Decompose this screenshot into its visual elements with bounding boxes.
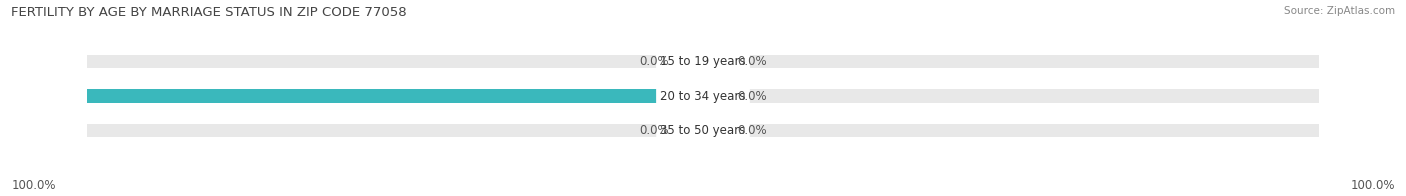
Text: 100.0%: 100.0% (11, 179, 56, 192)
Bar (87, 124, 1319, 137)
Text: FERTILITY BY AGE BY MARRIAGE STATUS IN ZIP CODE 77058: FERTILITY BY AGE BY MARRIAGE STATUS IN Z… (11, 6, 406, 19)
Text: 100.0%: 100.0% (37, 90, 82, 103)
Text: 0.0%: 0.0% (737, 55, 766, 68)
Bar (87, 90, 703, 103)
Text: 0.0%: 0.0% (640, 124, 669, 137)
Text: 0.0%: 0.0% (640, 55, 669, 68)
Bar (703, 124, 731, 137)
Text: 100.0%: 100.0% (1350, 179, 1395, 192)
Text: 35 to 50 years: 35 to 50 years (661, 124, 745, 137)
Text: Source: ZipAtlas.com: Source: ZipAtlas.com (1284, 6, 1395, 16)
Bar (87, 90, 1319, 103)
Text: 0.0%: 0.0% (737, 90, 766, 103)
Text: 20 to 34 years: 20 to 34 years (661, 90, 745, 103)
Bar (675, 55, 703, 68)
Bar (703, 55, 731, 68)
Text: 0.0%: 0.0% (737, 124, 766, 137)
Legend: Married, Unmarried: Married, Unmarried (617, 195, 789, 196)
Text: 15 to 19 years: 15 to 19 years (661, 55, 745, 68)
Bar (87, 55, 1319, 68)
Bar (675, 124, 703, 137)
Bar (703, 90, 731, 103)
